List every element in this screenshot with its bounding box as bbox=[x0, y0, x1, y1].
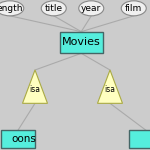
Text: isa: isa bbox=[30, 85, 40, 94]
Polygon shape bbox=[98, 70, 123, 103]
Text: year: year bbox=[81, 4, 101, 13]
Text: film: film bbox=[125, 4, 142, 13]
Text: Movies: Movies bbox=[62, 38, 101, 48]
FancyBboxPatch shape bbox=[1, 130, 35, 148]
Text: title: title bbox=[45, 4, 63, 13]
Polygon shape bbox=[22, 70, 48, 103]
Ellipse shape bbox=[41, 1, 66, 16]
Ellipse shape bbox=[121, 1, 146, 16]
Text: oons: oons bbox=[11, 134, 36, 144]
Ellipse shape bbox=[79, 1, 104, 16]
FancyBboxPatch shape bbox=[60, 32, 102, 53]
Ellipse shape bbox=[0, 1, 24, 16]
Text: ength: ength bbox=[0, 4, 23, 13]
Text: isa: isa bbox=[105, 85, 116, 94]
FancyBboxPatch shape bbox=[129, 130, 150, 148]
